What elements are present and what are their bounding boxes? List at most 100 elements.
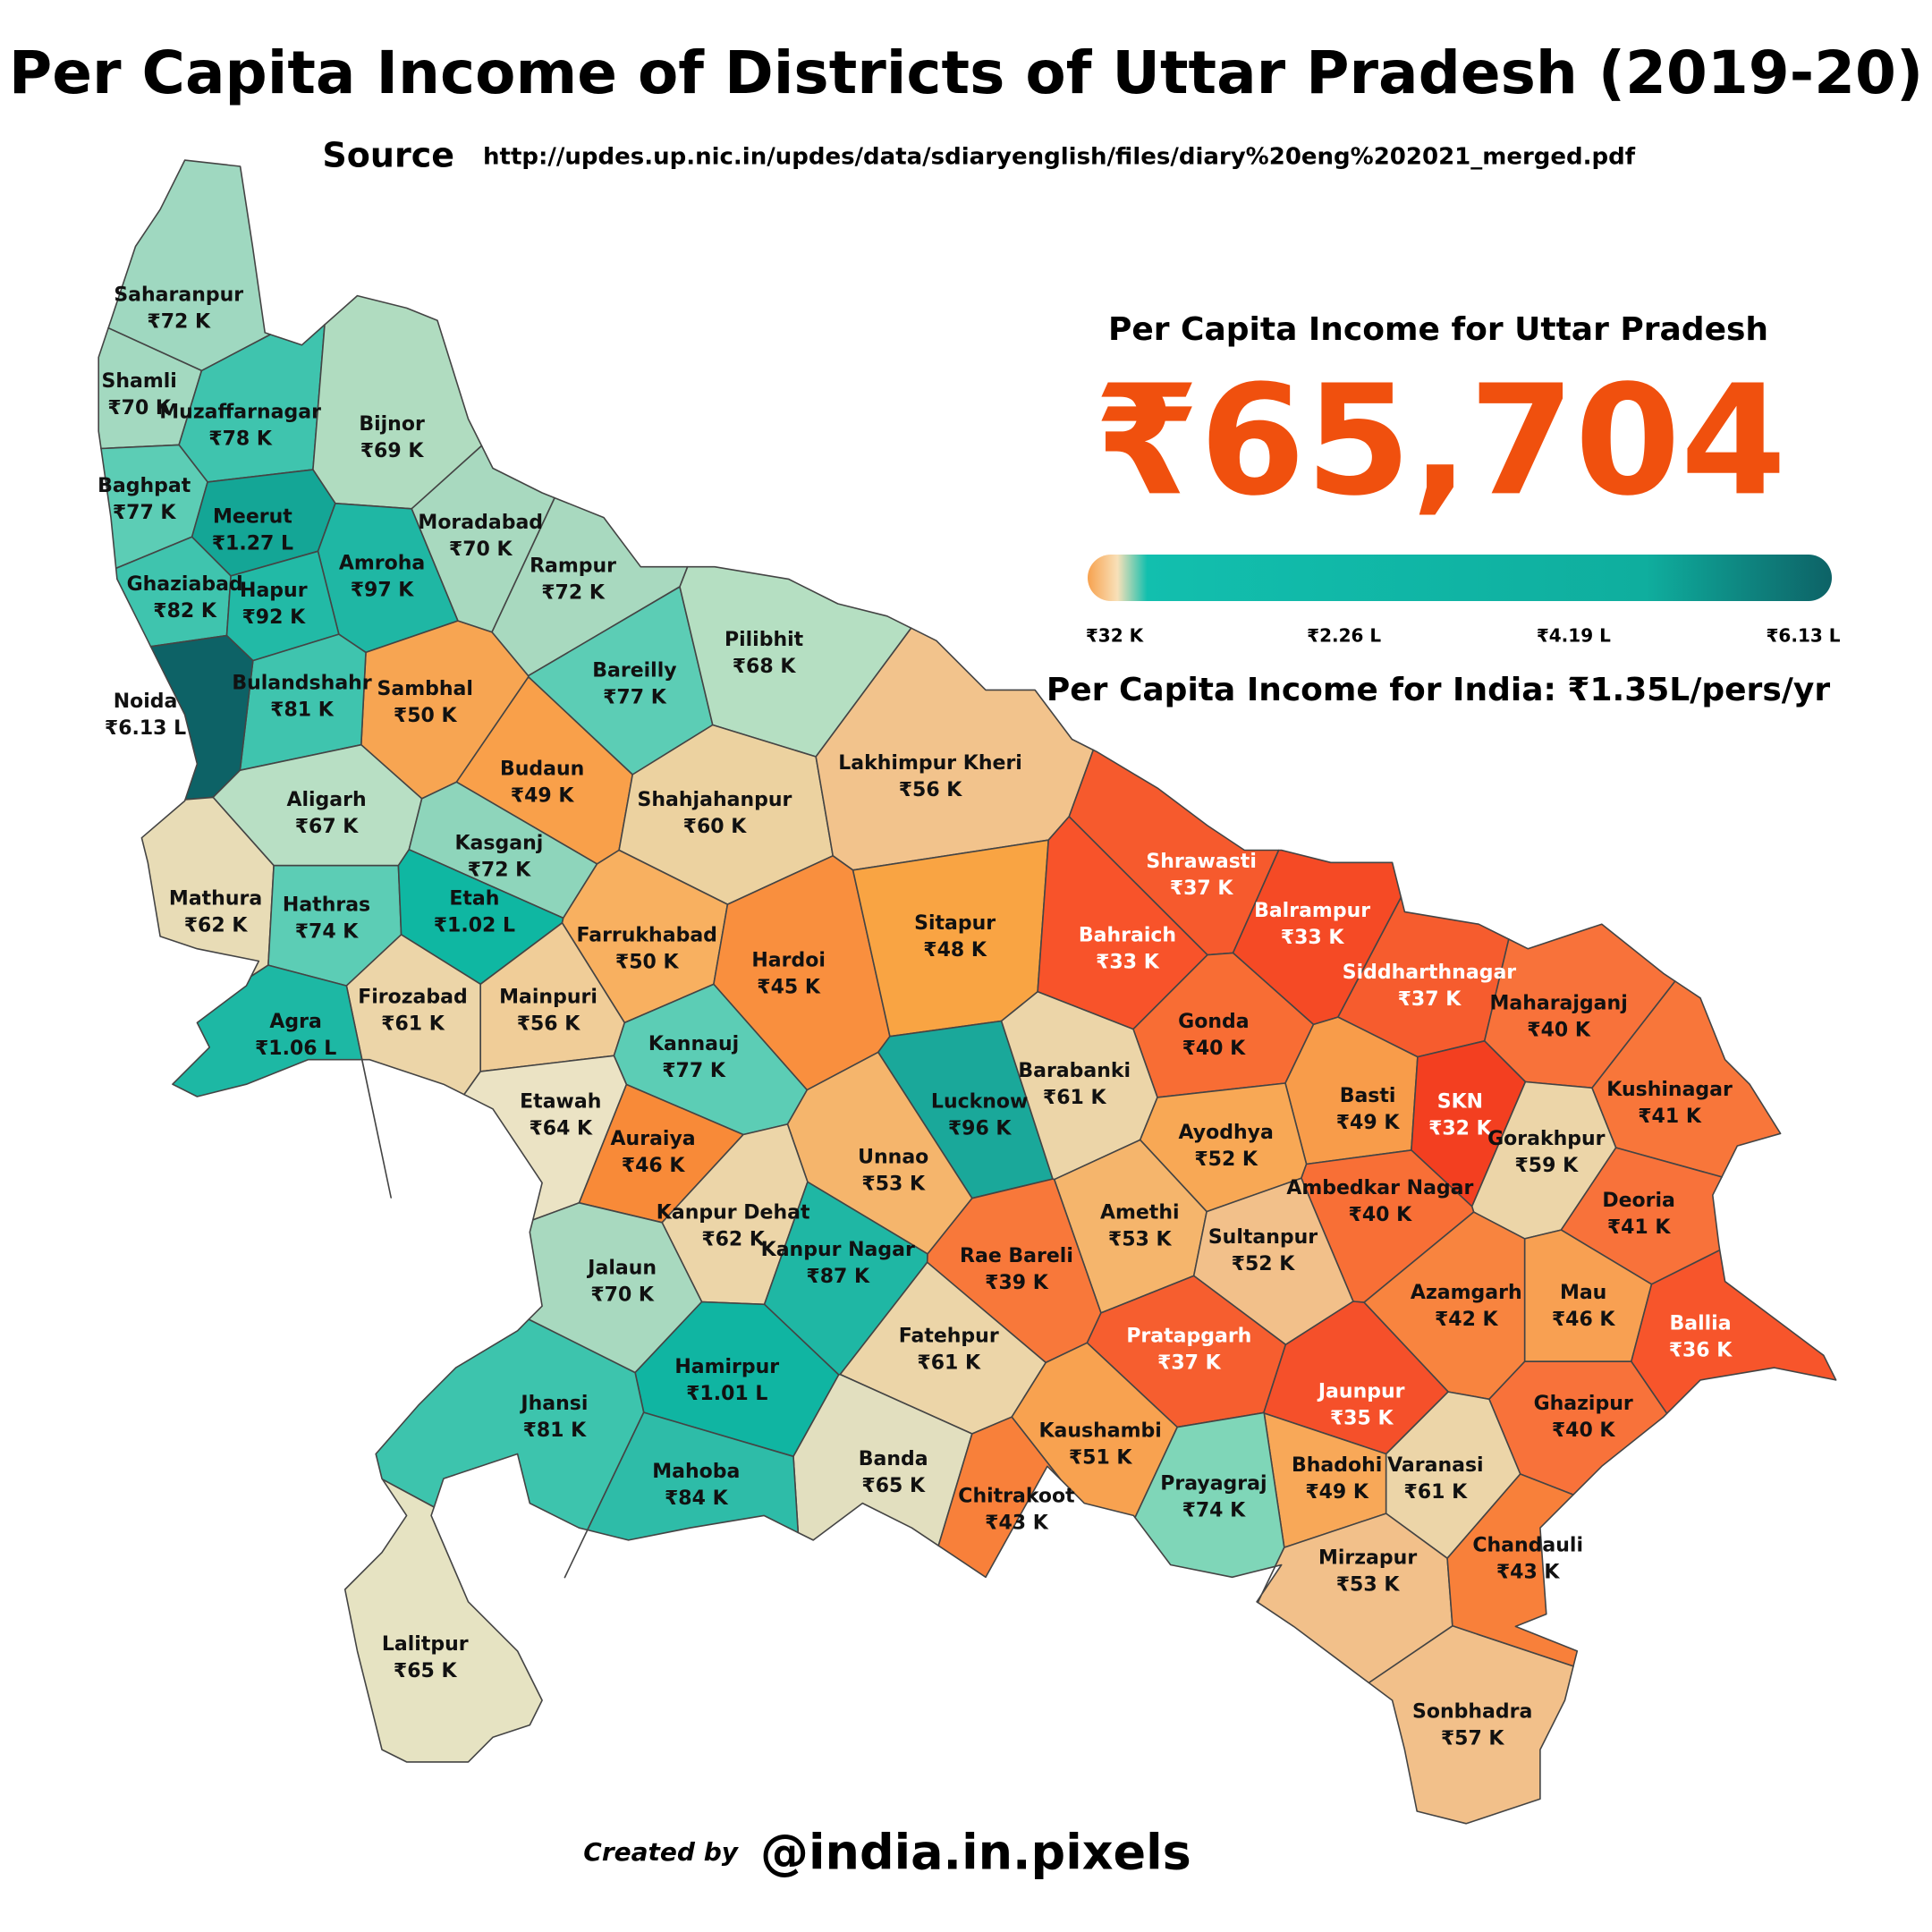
district-name: Shrawasti <box>1146 851 1257 873</box>
district-income: ₹97 K <box>351 580 415 602</box>
district-name: Mirzapur <box>1318 1546 1417 1569</box>
district-name: Lucknow <box>931 1091 1028 1114</box>
credit-handle: @india.in.pixels <box>760 1825 1191 1881</box>
district-income: ₹78 K <box>208 428 273 450</box>
district-name: Mahoba <box>652 1461 740 1483</box>
district-name: Bulandshahr <box>232 672 371 694</box>
summary-heading: Per Capita Income for Uttar Pradesh <box>1108 311 1768 348</box>
district-name: Basti <box>1340 1085 1396 1107</box>
source-url: http://updes.up.nic.in/updes/data/sdiary… <box>483 144 1636 171</box>
district-name: Aligarh <box>286 789 366 811</box>
district-income: ₹74 K <box>1182 1500 1247 1522</box>
district-name: Hardoi <box>751 949 826 971</box>
district-name: Balrampur <box>1254 900 1370 922</box>
district-income: ₹49 K <box>511 785 575 808</box>
district-income: ₹81 K <box>523 1419 588 1442</box>
district-shape <box>375 1318 645 1531</box>
district-name: Auraiya <box>611 1128 696 1150</box>
color-scale-ticks: ₹32 K ₹2.26 L ₹4.19 L ₹6.13 L <box>1086 625 1841 647</box>
district-name: Meerut <box>213 505 292 528</box>
district-income: ₹62 K <box>184 914 249 936</box>
district-income: ₹1.01 L <box>686 1383 767 1405</box>
district-income: ₹48 K <box>923 939 987 962</box>
district-name: Hapur <box>240 580 308 602</box>
district-income: ₹1.02 L <box>434 914 515 936</box>
district-income: ₹40 K <box>1182 1038 1247 1060</box>
district-income: ₹37 K <box>1170 877 1234 900</box>
district-income: ₹46 K <box>622 1155 686 1177</box>
district-name: Lakhimpur Kheri <box>838 752 1022 775</box>
color-scale <box>1088 555 1832 601</box>
district-income: ₹35 K <box>1330 1407 1394 1429</box>
district-income: ₹33 K <box>1096 952 1160 974</box>
title: Per Capita Income of Districts of Uttar … <box>9 38 1923 107</box>
district-name: Pratapgarh <box>1126 1325 1251 1347</box>
color-scale-tick: ₹2.26 L <box>1307 625 1381 647</box>
district-name: Ghaziabad <box>127 573 243 596</box>
district-income: ₹42 K <box>1435 1309 1499 1331</box>
district-income: ₹65 K <box>394 1660 458 1682</box>
district-income: ₹40 K <box>1527 1019 1591 1041</box>
credit-prefix: Created by <box>583 1837 739 1867</box>
district-name: SKN <box>1437 1091 1483 1114</box>
source-label: Source <box>322 136 454 175</box>
district-name: Mathura <box>169 887 262 910</box>
district-income: ₹1.06 L <box>255 1038 336 1060</box>
district-name: Bahraich <box>1079 925 1176 947</box>
district-income: ₹53 K <box>1108 1229 1173 1251</box>
summary-value: ₹65,704 <box>1094 352 1786 530</box>
district-income: ₹92 K <box>242 606 306 629</box>
district-income: ₹70 K <box>449 538 513 561</box>
district-income: ₹72 K <box>468 859 532 881</box>
district-name: Ballia <box>1669 1313 1731 1335</box>
district-name: Farrukhabad <box>576 925 716 947</box>
district-income: ₹52 K <box>1194 1148 1258 1171</box>
district-shape <box>1631 1249 1837 1415</box>
district-income: ₹51 K <box>1069 1446 1133 1469</box>
district-name: Budaun <box>500 758 584 781</box>
district-income: ₹77 K <box>113 502 177 524</box>
district-shape <box>1591 980 1782 1178</box>
district-name: Kushinagar <box>1606 1079 1733 1101</box>
district-name: Shahjahanpur <box>638 789 792 811</box>
district-name: Sonbhadra <box>1412 1701 1532 1724</box>
color-scale-tick: ₹6.13 L <box>1767 625 1841 647</box>
district-income: ₹96 K <box>948 1118 1013 1140</box>
district-income: ₹50 K <box>394 705 458 727</box>
district-income: ₹36 K <box>1669 1340 1733 1362</box>
district-name: Firozabad <box>358 987 468 1009</box>
district-shape <box>1068 749 1280 956</box>
district-income: ₹45 K <box>757 976 821 998</box>
district-income: ₹37 K <box>1157 1352 1222 1374</box>
district-income: ₹41 K <box>1607 1216 1672 1239</box>
district-name: Jhansi <box>519 1393 588 1415</box>
district-income: ₹56 K <box>517 1013 581 1036</box>
district-income: ₹65 K <box>861 1475 926 1497</box>
district-name: Gonda <box>1178 1011 1249 1033</box>
district-income: ₹72 K <box>541 581 606 604</box>
district-name: Mainpuri <box>499 987 597 1009</box>
district-name: Hamirpur <box>674 1356 779 1378</box>
district-income: ₹62 K <box>701 1229 766 1251</box>
district-name: Sambhal <box>377 678 473 700</box>
district-income: ₹70 K <box>590 1284 655 1307</box>
district-name: Noida <box>114 691 178 713</box>
district-income: ₹49 K <box>1305 1481 1369 1504</box>
district-income: ₹39 K <box>985 1272 1049 1294</box>
district-name: Gorakhpur <box>1487 1128 1606 1150</box>
district-income: ₹40 K <box>1349 1204 1413 1226</box>
district-income: ₹64 K <box>529 1118 593 1140</box>
district-income: ₹37 K <box>1398 988 1462 1011</box>
district-name: Maharajganj <box>1489 992 1627 1014</box>
district-name: Mau <box>1560 1282 1606 1304</box>
district-income: ₹69 K <box>360 440 425 462</box>
district-income: ₹1.27 L <box>212 532 293 555</box>
district-income: ₹33 K <box>1281 927 1345 949</box>
district-income: ₹74 K <box>295 920 360 943</box>
district-income: ₹87 K <box>806 1266 870 1288</box>
district-name: Rae Bareli <box>960 1245 1073 1267</box>
district-name: Moradabad <box>418 512 543 534</box>
district-income: ₹53 K <box>861 1174 926 1196</box>
